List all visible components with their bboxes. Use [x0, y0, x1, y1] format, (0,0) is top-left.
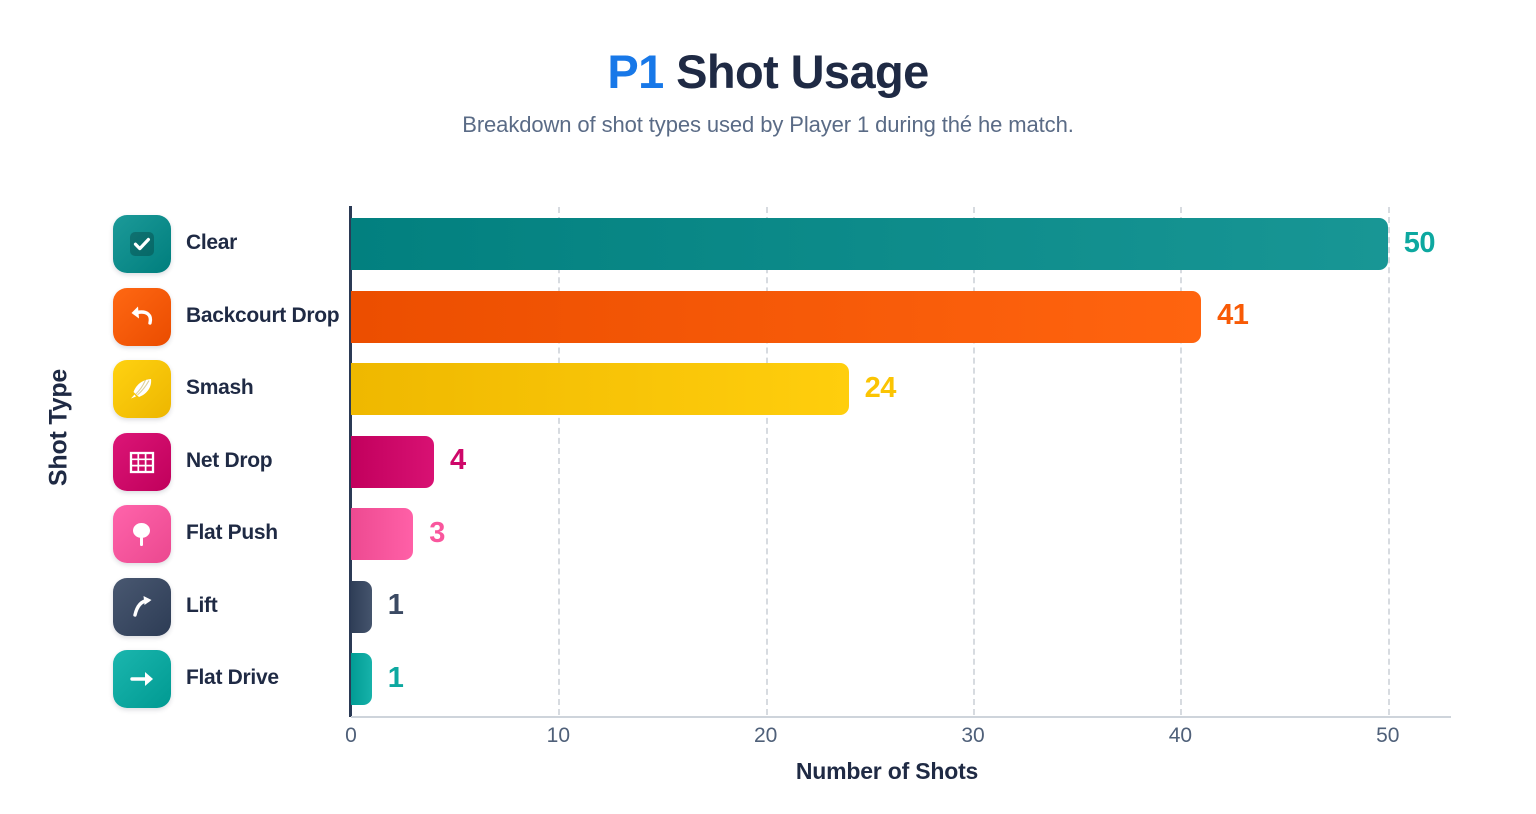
x-tick-30: 30 — [961, 724, 985, 747]
racket-icon — [113, 505, 171, 563]
category-label: Flat Drive — [186, 666, 279, 690]
bar[interactable] — [351, 363, 849, 415]
lift-arrow-icon — [113, 577, 171, 636]
title-rest: Shot Usage — [663, 45, 929, 98]
gridline-50 — [1387, 207, 1390, 715]
chart-subtitle: Breakdown of shot types used by Player 1… — [462, 111, 1074, 137]
bar-value-label: 24 — [864, 371, 897, 404]
grid-lines — [351, 207, 1451, 715]
bar-value-label: 1 — [387, 661, 404, 694]
x-tick-50: 50 — [1376, 724, 1400, 747]
bar[interactable] — [351, 218, 1388, 270]
x-tick-0: 0 — [345, 724, 357, 747]
title-accent: P1 — [607, 45, 664, 98]
shuttlecock-icon — [113, 360, 171, 418]
x-tick-10: 10 — [546, 724, 571, 747]
bar-value-label: 41 — [1217, 299, 1249, 332]
category-label: Backcourt Drop — [186, 303, 340, 327]
category-label: Clear — [186, 231, 238, 255]
bar-value-label: 1 — [387, 589, 404, 622]
bar-value-label: 3 — [429, 516, 445, 549]
bar-row[interactable]: Lift 1 — [0, 570, 1536, 643]
bar[interactable] — [351, 508, 414, 560]
gridline-40 — [1180, 207, 1183, 715]
page-title: P1 Shot Usage — [0, 0, 1536, 99]
bar-row[interactable]: Flat Drive 1 — [0, 642, 1536, 715]
bar[interactable] — [351, 653, 372, 705]
category-label: Lift — [186, 593, 218, 617]
category-label: Smash — [186, 376, 254, 400]
bar[interactable] — [351, 290, 1202, 343]
gridline-20 — [765, 207, 768, 715]
check-square-icon — [113, 215, 171, 273]
category-label: Net Drop — [186, 448, 273, 472]
bar-row[interactable]: Smash 24 — [0, 352, 1536, 425]
gridline-30 — [973, 207, 976, 715]
bar-row[interactable]: Clear 50 — [0, 207, 1536, 280]
bar[interactable] — [351, 580, 372, 633]
bar-row[interactable]: Backcourt Drop 41 — [0, 280, 1536, 353]
right-arrow-icon — [113, 650, 171, 708]
gridline-10 — [558, 207, 561, 715]
bar-row[interactable]: Flat Push 3 — [0, 497, 1536, 570]
category-label: Flat Push — [186, 521, 278, 545]
back-arrow-icon — [113, 287, 171, 346]
chart-header: P1 Shot Usage Breakdown of shot types us… — [0, 0, 1536, 138]
bar[interactable] — [351, 435, 434, 488]
x-tick-20: 20 — [754, 724, 778, 747]
bar-value-label: 50 — [1403, 226, 1436, 259]
bar-rows: Clear 50 Backcourt Drop 41 Smash 24 Net Drop 4 F… — [0, 207, 1536, 715]
x-axis-title: Number of Shots — [795, 758, 979, 784]
bar-row[interactable]: Net Drop 4 — [0, 425, 1536, 498]
x-tick-40: 40 — [1168, 724, 1193, 747]
x-axis-line — [351, 716, 1451, 718]
net-grid-icon — [113, 432, 171, 491]
y-axis-line — [349, 206, 352, 717]
bar-value-label: 4 — [449, 444, 466, 477]
